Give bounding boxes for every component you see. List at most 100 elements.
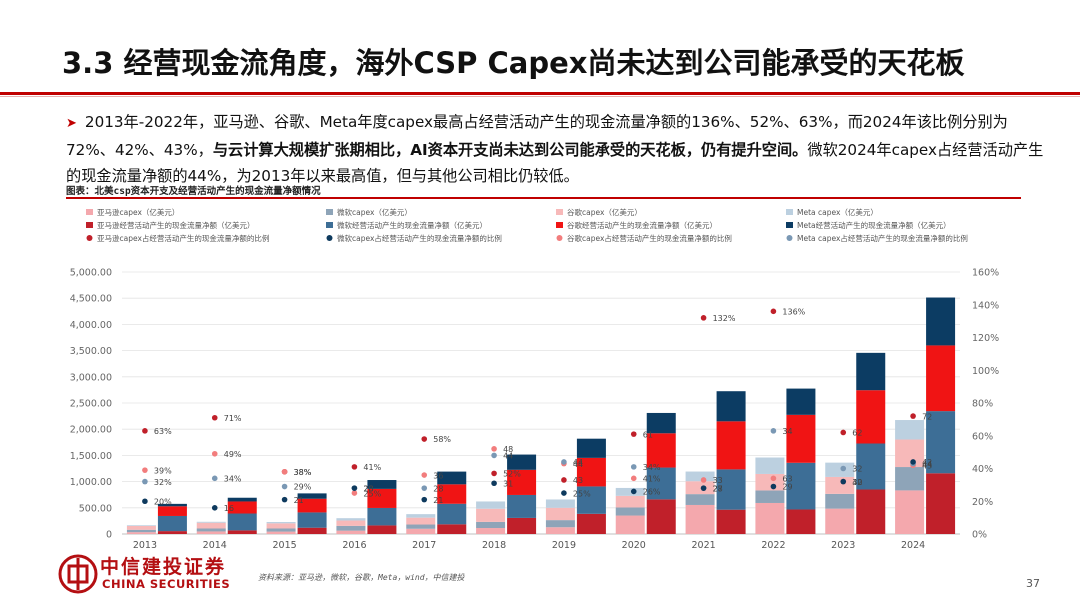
cashflow-bar-segment (157, 506, 187, 516)
ratio-point (491, 452, 497, 459)
ratio-point (351, 490, 358, 496)
capex-bar-segment (895, 467, 925, 491)
x-tick-label: 2020 (622, 540, 646, 551)
capex-bar-segment (615, 515, 645, 534)
title-divider (0, 92, 1080, 95)
legend-marker (326, 235, 333, 241)
y-left-tick-label: 5,000.00 (70, 268, 112, 279)
bullet-text-bold: 与云计算大规模扩张期相比，AI资本开支尚未达到公司能承受的天花板，仍有提升空间。 (212, 141, 808, 159)
ratio-data-label: 63% (154, 427, 172, 436)
capex-bar-segment (755, 457, 785, 474)
ratio-data-label: 42 (922, 458, 932, 467)
ratio-point (770, 483, 777, 490)
ratio-point (840, 465, 847, 472)
x-tick-label: 2014 (203, 540, 227, 551)
chart-ratio-points: 63%39%32%20%71%49%34%1638%38%29%2141%25%… (142, 308, 932, 513)
ratio-point (421, 485, 428, 491)
cashflow-bar-segment (157, 515, 187, 532)
cashflow-bar-segment (507, 469, 537, 495)
ratio-data-label: 44 (573, 460, 583, 469)
ratio-data-label: 31 (503, 479, 513, 488)
x-tick-label: 2021 (691, 540, 715, 551)
citic-logo-icon (58, 554, 98, 594)
legend-swatch (556, 222, 563, 228)
ratio-point (770, 308, 777, 315)
logo-chinese: 中信建投证券 (100, 556, 227, 578)
legend-label: 亚马逊capex占经营活动产生的现金流量净额的比例 (97, 233, 269, 243)
figure-caption-rule (66, 197, 1021, 199)
capex-bar-segment (476, 508, 506, 522)
ratio-data-label: 71% (224, 414, 242, 423)
ratio-data-label: 28 (363, 484, 373, 493)
cashflow-bar-segment (367, 488, 397, 508)
legend-label: 谷歌capex（亿美元） (567, 207, 642, 217)
ratio-point (770, 475, 777, 482)
ratio-data-label: 61 (643, 430, 653, 439)
bullet-text-2: 微软2024年capex占经营活动产生的现金流量净额的44%，为2013年以来最… (66, 141, 1044, 185)
ratio-data-label: 34 (782, 427, 792, 436)
ratio-data-label: 16 (224, 504, 234, 513)
bullet-arrow-icon: ➤ (66, 116, 77, 131)
cashflow-bar-segment (157, 503, 187, 507)
y-right-tick-label: 80% (972, 399, 993, 410)
ratio-data-label: 40 (852, 478, 862, 487)
capex-bar-segment (126, 525, 156, 530)
capex-bar-segment (476, 501, 506, 509)
ratio-data-label: 48 (503, 445, 513, 454)
capex-cashflow-chart: 亚马逊capex（亿美元） 微软capex（亿美元） 谷歌capex（亿美元） Met… (70, 207, 999, 551)
ratio-point (630, 488, 637, 495)
cashflow-bar-segment (926, 297, 956, 346)
cashflow-bar-segment (646, 433, 676, 468)
ratio-point (910, 459, 916, 465)
cashflow-bar-segment (716, 421, 746, 470)
page-number: 37 (1026, 577, 1040, 590)
cashflow-bar-segment (227, 497, 257, 502)
capex-bar-segment (406, 517, 436, 525)
cashflow-bar-segment (227, 513, 257, 531)
ratio-data-label: 62 (852, 429, 862, 438)
company-logo: 中信建投证券 CHINA SECURITIES (58, 552, 248, 596)
capex-bar-segment (895, 490, 925, 534)
x-tick-label: 2019 (552, 540, 576, 551)
capex-bar-segment (685, 494, 715, 505)
legend-swatch (326, 209, 333, 215)
legend-label: 谷歌经营活动产生的现金流量净额（亿美元） (567, 220, 717, 230)
ratio-data-label: 38% (294, 468, 312, 477)
ratio-point (421, 436, 428, 442)
ratio-data-label: 34% (643, 463, 661, 472)
legend-marker (86, 235, 93, 241)
x-tick-label: 2016 (342, 540, 366, 551)
cashflow-bar-segment (716, 391, 746, 422)
capex-bar-segment (196, 522, 226, 529)
legend-swatch (86, 209, 93, 215)
capex-bar-segment (336, 520, 366, 526)
ratio-data-label: 34% (224, 475, 242, 484)
ratio-data-label: 29 (782, 483, 792, 492)
cashflow-bar-segment (856, 390, 886, 444)
y-left-tick-label: 2,000.00 (70, 425, 112, 436)
ratio-data-label: 49% (224, 450, 242, 459)
ratio-data-label: 44 (922, 460, 932, 469)
capex-bar-segment (685, 471, 715, 482)
ratio-point (211, 414, 218, 421)
cashflow-bar-segment (576, 513, 606, 534)
capex-bar-segment (685, 504, 715, 534)
ratio-data-label: 136% (782, 308, 805, 317)
ratio-data-label: 32 (852, 465, 862, 474)
ratio-point (142, 478, 148, 485)
ratio-data-label: 52% (503, 470, 521, 479)
ratio-data-label: 72 (922, 412, 932, 421)
ratio-point (211, 475, 218, 482)
cashflow-bar-segment (646, 467, 676, 500)
capex-bar-segment (196, 521, 226, 523)
ratio-data-label: 44 (503, 452, 513, 461)
ratio-data-label: 27 (713, 484, 723, 493)
ratio-point (491, 446, 497, 452)
cashflow-bar-segment (646, 499, 676, 534)
y-left-tick-label: 1,000.00 (70, 477, 112, 488)
capex-bar-segment (196, 528, 226, 532)
y-right-tick-label: 60% (972, 431, 993, 442)
cashflow-bar-segment (227, 501, 257, 514)
legend-swatch (786, 222, 793, 228)
ratio-point (840, 429, 847, 436)
